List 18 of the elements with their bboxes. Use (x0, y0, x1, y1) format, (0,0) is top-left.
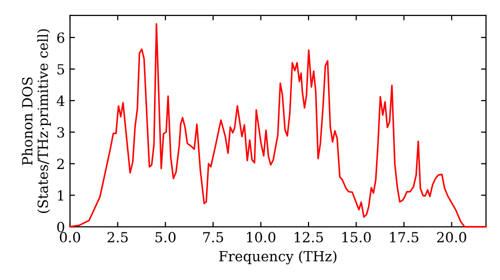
x-tick-label: 2.5 (108, 232, 128, 242)
y-tick-label: 6 (57, 32, 64, 43)
x-tick-label: 20.0 (437, 232, 466, 242)
x-axis-title: Frequency (THz) (219, 250, 336, 264)
x-tick-label: 5.0 (156, 232, 176, 242)
y-tick-label: 1 (58, 190, 64, 201)
x-tick-label: 10.0 (247, 232, 276, 242)
x-tick-label: 0.0 (60, 232, 80, 242)
y-tick-label: 2 (57, 158, 64, 169)
y-tick-label: 3 (57, 127, 64, 138)
x-tick-label: 7.5 (203, 232, 224, 242)
x-tick-label: 17.5 (390, 232, 418, 242)
x-tick-label: 15.0 (342, 232, 371, 242)
y-tick-label: 5 (57, 64, 64, 75)
x-tick-label: 12.5 (294, 232, 323, 242)
y-tick-label: 4 (56, 96, 64, 106)
y-axis-title: Phonon DOS (States/THz·primitive cell) (22, 29, 51, 213)
y-tick-label: 0 (57, 222, 64, 232)
